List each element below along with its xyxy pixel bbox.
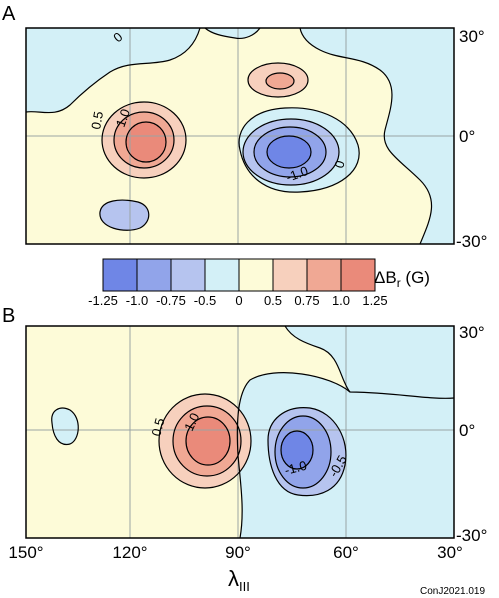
colorbar-cell	[170, 258, 206, 292]
panel-b-x-tick: 150°	[8, 543, 43, 562]
panel-a: A	[2, 3, 487, 251]
colorbar-tick-label: 1.25	[362, 293, 387, 308]
colorbar-cell	[238, 258, 274, 292]
panel-b-y-tick: 0°	[459, 421, 475, 440]
panel-b-x-tick: 120°	[112, 543, 147, 562]
panel-b-contour-label: 0.5	[148, 416, 167, 437]
panel-b-label: B	[2, 305, 15, 327]
panel-a-contour-label: 0	[331, 159, 347, 170]
colorbar-cell	[102, 258, 138, 292]
panel-b-x-tick: 30°	[437, 543, 463, 562]
panel-b-neg-region-right	[285, 326, 454, 399]
credit-text: ConJ2021.019	[420, 586, 485, 597]
panel-b-neg-small-left	[51, 408, 79, 445]
panel-b-x-axis-label: λIII	[228, 566, 250, 594]
colorbar-ticks: -1.25 -1.0 -0.75 -0.5 0 0.5 0.75 1.0 1.25	[88, 293, 387, 308]
panel-a-contour-label: 0.5	[88, 110, 106, 130]
colorbar-tick-label: -1.0	[126, 293, 148, 308]
panel-a-frame	[25, 27, 455, 245]
colorbar-cell	[306, 258, 342, 292]
panel-a-neg-core-1.25	[267, 136, 311, 168]
panel-b-x-tick: 60°	[333, 543, 359, 562]
colorbar-tick-label: 0.75	[294, 293, 319, 308]
panel-b-neg-core-1.0	[281, 431, 313, 469]
colorbar-tick-label: 1.0	[332, 293, 350, 308]
colorbar: -1.25 -1.0 -0.75 -0.5 0 0.5 0.75 1.0 1.25 ΔBr (G…	[88, 258, 430, 308]
panel-b-contour-label: -1.0	[283, 458, 309, 478]
colorbar-cell	[204, 258, 240, 292]
panel-a-pos-core-1.0	[126, 122, 166, 162]
panel-a-contour-label: 1.0	[113, 107, 133, 129]
panel-a-y-tick: 0°	[459, 127, 475, 146]
colorbar-cells	[102, 258, 376, 292]
panel-b-frame	[25, 325, 455, 539]
colorbar-tick-label: -0.75	[156, 293, 186, 308]
colorbar-tick-label: -1.25	[88, 293, 118, 308]
panel-a-contours	[25, 27, 433, 245]
panel-b-contours	[51, 325, 455, 539]
colorbar-cell	[340, 258, 376, 292]
colorbar-cell	[272, 258, 308, 292]
panel-a-y-tick: -30°	[456, 232, 487, 251]
panel-a-label: A	[2, 3, 16, 25]
panel-b: B	[2, 305, 487, 594]
panel-b-y-tick: -30°	[456, 526, 487, 545]
panel-a-pos-small-0.75	[266, 73, 294, 89]
colorbar-tick-label: 0	[235, 293, 242, 308]
panel-b-y-tick: 30°	[459, 323, 485, 342]
panel-a-y-tick: 30°	[459, 27, 485, 46]
colorbar-cell	[136, 258, 172, 292]
panel-b-pos-core-1.0	[186, 417, 230, 465]
panel-a-neg-region-top-mid	[205, 28, 260, 39]
panel-b-x-tick: 90°	[225, 543, 251, 562]
panel-b-contour-label: 1.0	[181, 411, 202, 434]
panel-a-neg-oval-lower-left	[99, 200, 149, 231]
colorbar-tick-label: 0.5	[264, 293, 282, 308]
panel-a-contour-label: -1.0	[284, 163, 310, 185]
colorbar-tick-label: -0.5	[194, 293, 216, 308]
colorbar-label: ΔBr (G)	[374, 268, 430, 290]
panel-a-neg-region-right	[300, 28, 454, 244]
